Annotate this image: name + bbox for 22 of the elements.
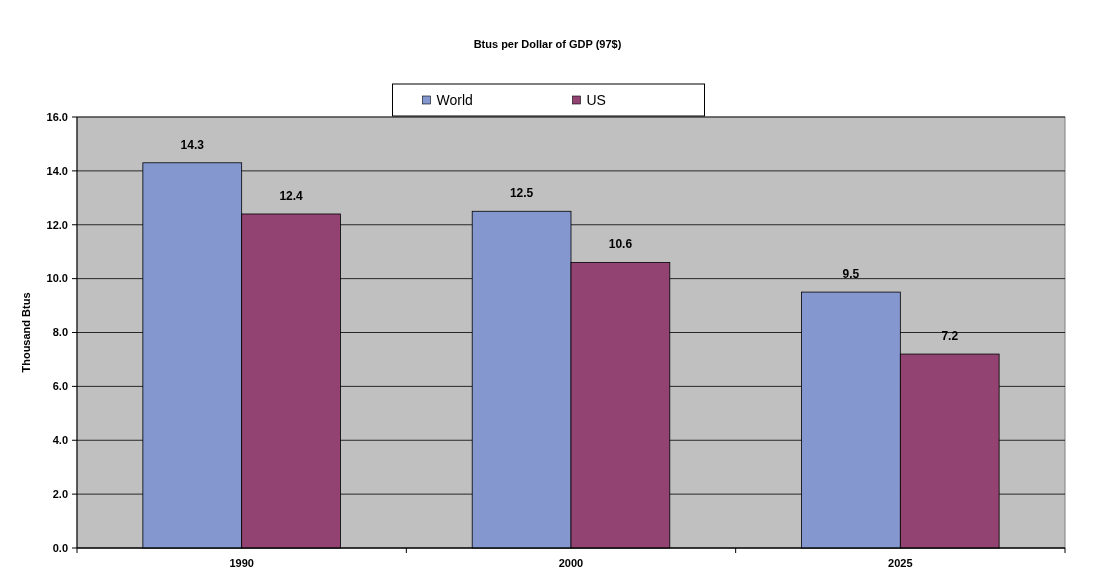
y-tick-label: 8.0 [52, 326, 68, 339]
y-tick-label: 12.0 [46, 218, 68, 231]
y-tick-label: 10.0 [46, 272, 68, 285]
x-tick-label: 2000 [558, 557, 584, 569]
data-label: 12.4 [279, 188, 304, 203]
chart-title: Btus per Dollar of GDP (97$) [473, 38, 622, 50]
legend-label: World [436, 91, 473, 108]
y-tick-label: 4.0 [52, 434, 68, 447]
legend-label: US [586, 91, 606, 108]
x-tick-label: 1990 [229, 557, 254, 569]
data-label: 9.5 [842, 267, 860, 282]
y-axis-title: Thousand Btus [20, 292, 32, 373]
x-tick-label: 2025 [888, 557, 913, 569]
data-label: 7.2 [941, 329, 959, 344]
y-tick-label: 2.0 [52, 487, 68, 500]
data-label: 10.6 [608, 237, 633, 252]
y-tick-label: 0.0 [52, 541, 68, 554]
data-label: 14.3 [180, 137, 205, 152]
y-tick-label: 16.0 [46, 110, 68, 123]
y-tick-label: 14.0 [46, 164, 68, 177]
data-label: 12.5 [509, 186, 534, 201]
y-tick-label: 6.0 [52, 380, 68, 393]
